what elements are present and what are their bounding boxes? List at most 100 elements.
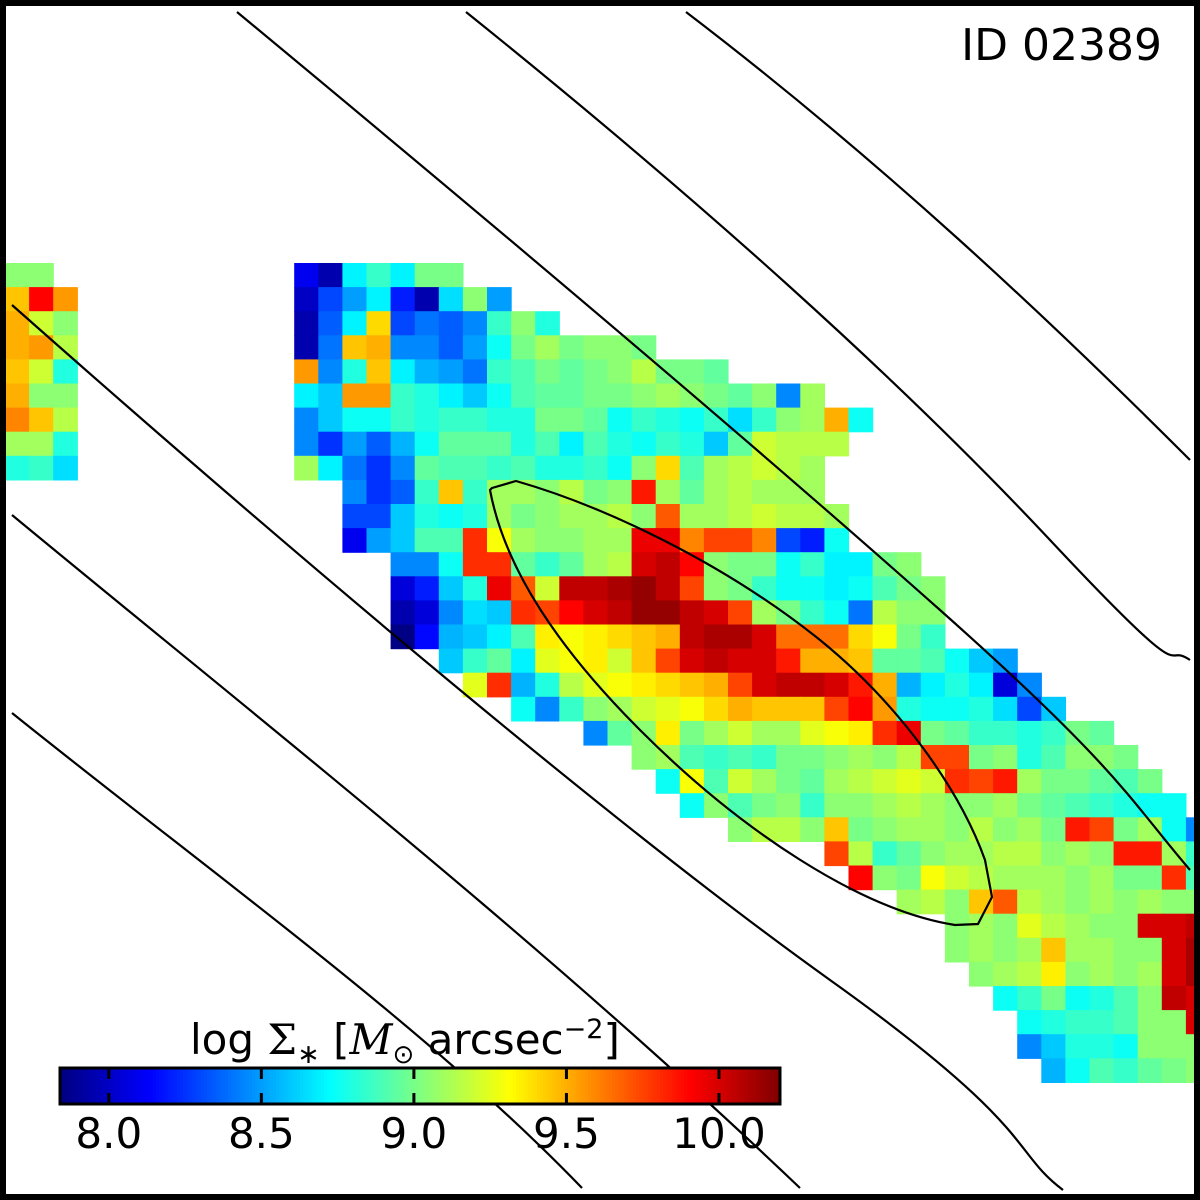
colorbar-segment	[573, 1068, 577, 1104]
heatmap-cell	[824, 793, 850, 818]
heatmap-cell	[583, 479, 609, 505]
heatmap-cell	[294, 263, 319, 288]
colorbar-segment	[126, 1068, 130, 1104]
heatmap-cell	[366, 287, 392, 312]
colorbar-segment	[327, 1068, 331, 1104]
colorbar-segment	[762, 1068, 766, 1104]
heatmap-cell	[896, 672, 922, 698]
colorbar-segment	[180, 1068, 184, 1104]
heatmap-cell	[896, 817, 922, 842]
colorbar-segment	[438, 1068, 442, 1104]
heatmap-cell	[559, 479, 584, 505]
heatmap-cell	[1161, 937, 1187, 963]
heatmap-cell	[29, 431, 54, 457]
colorbar-segment	[735, 1068, 739, 1104]
colorbar-label: log Σ∗ [M⊙ arcsec−2]	[190, 1014, 620, 1070]
heatmap-cell	[1185, 961, 1194, 987]
heatmap-cell	[776, 383, 801, 409]
heatmap-cell	[1161, 889, 1187, 915]
heatmap-cell	[535, 335, 560, 360]
heatmap-cell	[294, 455, 319, 481]
heatmap-cell	[487, 311, 512, 336]
heatmap-cell	[342, 287, 368, 312]
heatmap-cell	[824, 431, 850, 457]
heatmap-cell	[703, 648, 729, 674]
heatmap-cell	[29, 455, 54, 481]
colorbar-segment	[348, 1068, 352, 1104]
colorbar-segment	[189, 1068, 193, 1104]
colorbar-segment	[393, 1068, 397, 1104]
heatmap-cell	[438, 648, 464, 674]
colorbar-segment	[684, 1068, 688, 1104]
heatmap-cell	[776, 672, 801, 698]
heatmap-cell	[318, 335, 343, 360]
heatmap-cell	[438, 407, 464, 433]
colorbar-segment	[414, 1068, 418, 1104]
heatmap-cell	[896, 793, 922, 818]
colorbar-segment	[660, 1068, 664, 1104]
heatmap-cell	[969, 769, 994, 794]
colorbar-segment	[255, 1068, 259, 1104]
heatmap-cell	[776, 696, 801, 722]
heatmap-cell	[390, 359, 416, 385]
heatmap-cell	[1017, 1034, 1042, 1059]
heatmap-cell	[655, 624, 681, 650]
heatmap-cell	[944, 769, 970, 794]
heatmap-cell	[342, 479, 368, 505]
heatmap-cell	[776, 745, 801, 770]
colorbar-segment	[642, 1068, 646, 1104]
heatmap-cell	[728, 455, 753, 481]
colorbar-segment	[312, 1068, 316, 1104]
colorbar-segment	[603, 1068, 607, 1104]
colorbar-segment	[135, 1068, 139, 1104]
heatmap-cell	[53, 287, 78, 312]
colorbar-segment	[279, 1068, 283, 1104]
heatmap-cell	[1041, 961, 1066, 987]
colorbar-segment	[405, 1068, 409, 1104]
heatmap-cell	[944, 648, 970, 674]
heatmap-cell	[414, 504, 440, 529]
colorbar-segment	[270, 1068, 274, 1104]
heatmap-cell	[342, 335, 368, 360]
heatmap-cell	[487, 648, 512, 674]
colorbar-segment	[420, 1068, 424, 1104]
heatmap-cell	[462, 383, 488, 409]
heatmap-cell	[53, 431, 78, 457]
heatmap-cell	[824, 552, 850, 577]
heatmap-cell	[703, 745, 729, 770]
heatmap-cell	[390, 479, 416, 505]
heatmap-cell	[728, 552, 753, 577]
isophote-contour	[11, 712, 583, 1189]
heatmap-cell	[848, 841, 874, 867]
heatmap-cell	[583, 431, 609, 457]
isophote-contour	[685, 11, 1191, 461]
heatmap-cell	[944, 720, 970, 746]
heatmap-cell	[872, 576, 898, 601]
colorbar-segment	[435, 1068, 439, 1104]
heatmap-cell	[896, 600, 922, 626]
heatmap-cell	[438, 576, 464, 601]
colorbar-segment	[612, 1068, 616, 1104]
heatmap-cell	[848, 576, 874, 601]
colorbar-segment	[318, 1068, 322, 1104]
colorbar-segment	[153, 1068, 157, 1104]
colorbar-segment	[531, 1068, 535, 1104]
heatmap-cell	[559, 696, 584, 722]
heatmap-cell	[438, 552, 464, 577]
heatmap-cell	[583, 600, 609, 626]
heatmap-cell	[583, 720, 609, 746]
heatmap-cell	[511, 359, 536, 385]
heatmap-cell	[1041, 889, 1066, 915]
colorbar-segment	[402, 1068, 406, 1104]
isophote-contour	[465, 11, 1191, 661]
colorbar-segment	[150, 1068, 154, 1104]
heatmap-cell	[944, 817, 970, 842]
heatmap-cell	[920, 720, 946, 746]
colorbar-segment	[765, 1068, 769, 1104]
heatmap-cell	[487, 552, 512, 577]
colorbar-segment	[528, 1068, 532, 1104]
heatmap-cell	[848, 407, 874, 433]
colorbar-segment	[471, 1068, 475, 1104]
